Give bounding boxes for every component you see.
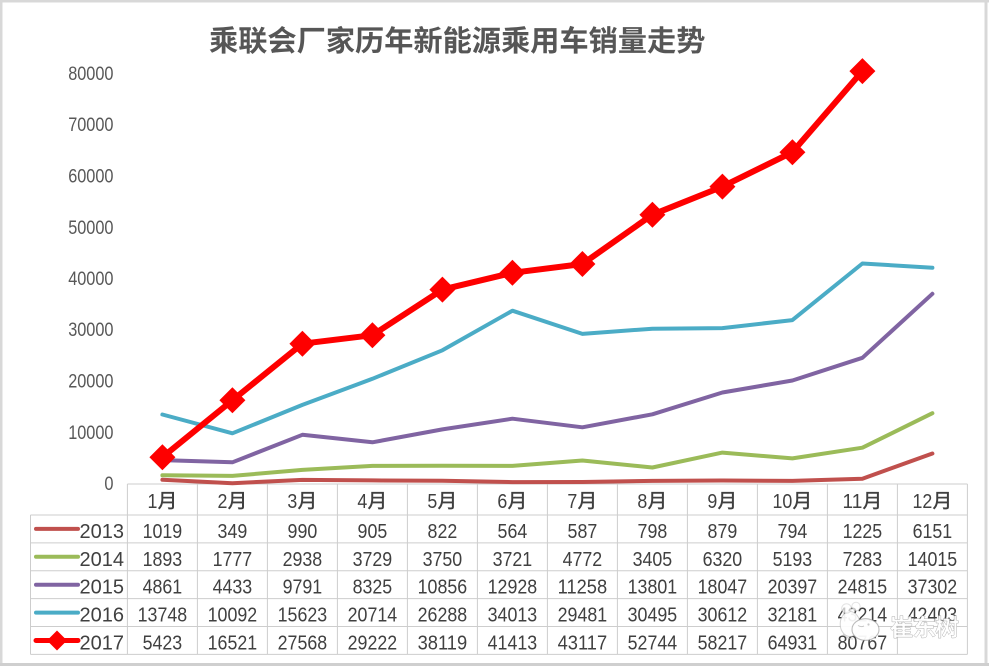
svg-text:8: 8 — [637, 491, 647, 513]
svg-text:2017: 2017 — [80, 633, 125, 655]
svg-text:40000: 40000 — [68, 269, 113, 290]
svg-text:5: 5 — [427, 491, 437, 513]
svg-text:24815: 24815 — [838, 577, 888, 599]
svg-text:20397: 20397 — [768, 577, 818, 599]
svg-text:1225: 1225 — [843, 521, 883, 543]
svg-text:13748: 13748 — [138, 605, 188, 627]
svg-text:7283: 7283 — [843, 549, 883, 571]
svg-text:879: 879 — [708, 521, 738, 543]
svg-text:30612: 30612 — [698, 605, 748, 627]
svg-text:13801: 13801 — [628, 577, 678, 599]
svg-text:1777: 1777 — [213, 549, 253, 571]
svg-text:2: 2 — [218, 491, 228, 513]
svg-text:0: 0 — [104, 474, 113, 495]
svg-text:2014: 2014 — [80, 549, 125, 571]
svg-text:4772: 4772 — [563, 549, 603, 571]
svg-text:8325: 8325 — [353, 577, 393, 599]
svg-text:80000: 80000 — [68, 64, 113, 85]
svg-text:52744: 52744 — [628, 633, 678, 655]
svg-text:6151: 6151 — [913, 521, 953, 543]
svg-text:3721: 3721 — [493, 549, 533, 571]
svg-text:15623: 15623 — [278, 605, 328, 627]
svg-text:50000: 50000 — [68, 218, 113, 239]
svg-text:9791: 9791 — [283, 577, 323, 599]
svg-text:349: 349 — [218, 521, 248, 543]
svg-text:34013: 34013 — [488, 605, 538, 627]
svg-text:11: 11 — [843, 491, 863, 513]
svg-text:4: 4 — [357, 491, 367, 513]
svg-text:43117: 43117 — [558, 633, 608, 655]
svg-text:10: 10 — [773, 491, 793, 513]
svg-text:1: 1 — [148, 491, 158, 513]
svg-text:20714: 20714 — [348, 605, 398, 627]
svg-text:5193: 5193 — [773, 549, 813, 571]
svg-text:3729: 3729 — [353, 549, 393, 571]
svg-text:18047: 18047 — [698, 577, 748, 599]
svg-text:1019: 1019 — [143, 521, 183, 543]
svg-text:3750: 3750 — [423, 549, 463, 571]
svg-text:4433: 4433 — [213, 577, 253, 599]
svg-text:5423: 5423 — [143, 633, 183, 655]
svg-text:822: 822 — [428, 521, 458, 543]
svg-text:2938: 2938 — [283, 549, 323, 571]
svg-text:12: 12 — [913, 491, 933, 513]
svg-text:14015: 14015 — [908, 549, 958, 571]
svg-text:29222: 29222 — [348, 633, 398, 655]
svg-text:70000: 70000 — [68, 115, 113, 136]
svg-text:7: 7 — [567, 491, 577, 513]
svg-text:3: 3 — [287, 491, 297, 513]
svg-text:564: 564 — [498, 521, 528, 543]
svg-text:3405: 3405 — [633, 549, 673, 571]
svg-text:30000: 30000 — [68, 320, 113, 341]
svg-text:2015: 2015 — [80, 577, 125, 599]
svg-text:6320: 6320 — [703, 549, 743, 571]
svg-text:990: 990 — [288, 521, 318, 543]
svg-text:32181: 32181 — [768, 605, 818, 627]
svg-text:64931: 64931 — [768, 633, 818, 655]
svg-text:26288: 26288 — [418, 605, 468, 627]
svg-text:29481: 29481 — [558, 605, 608, 627]
svg-text:9: 9 — [707, 491, 717, 513]
svg-text:6: 6 — [497, 491, 507, 513]
svg-text:2013: 2013 — [80, 521, 125, 543]
svg-text:58217: 58217 — [698, 633, 748, 655]
svg-text:11258: 11258 — [558, 577, 608, 599]
svg-text:38119: 38119 — [418, 633, 468, 655]
svg-text:10856: 10856 — [418, 577, 468, 599]
svg-text:4861: 4861 — [143, 577, 183, 599]
svg-text:10000: 10000 — [68, 423, 113, 444]
svg-text:27568: 27568 — [278, 633, 328, 655]
svg-text:42403: 42403 — [908, 605, 958, 627]
svg-text:60000: 60000 — [68, 167, 113, 188]
svg-text:16521: 16521 — [208, 633, 258, 655]
svg-text:10092: 10092 — [208, 605, 258, 627]
svg-text:41413: 41413 — [488, 633, 538, 655]
svg-text:587: 587 — [568, 521, 598, 543]
svg-text:37302: 37302 — [908, 577, 958, 599]
svg-text:12928: 12928 — [488, 577, 538, 599]
svg-text:794: 794 — [778, 521, 808, 543]
svg-text:798: 798 — [638, 521, 668, 543]
svg-text:20000: 20000 — [68, 372, 113, 393]
svg-text:30495: 30495 — [628, 605, 678, 627]
svg-text:2016: 2016 — [80, 605, 125, 627]
svg-text:905: 905 — [358, 521, 388, 543]
svg-text:1893: 1893 — [143, 549, 183, 571]
